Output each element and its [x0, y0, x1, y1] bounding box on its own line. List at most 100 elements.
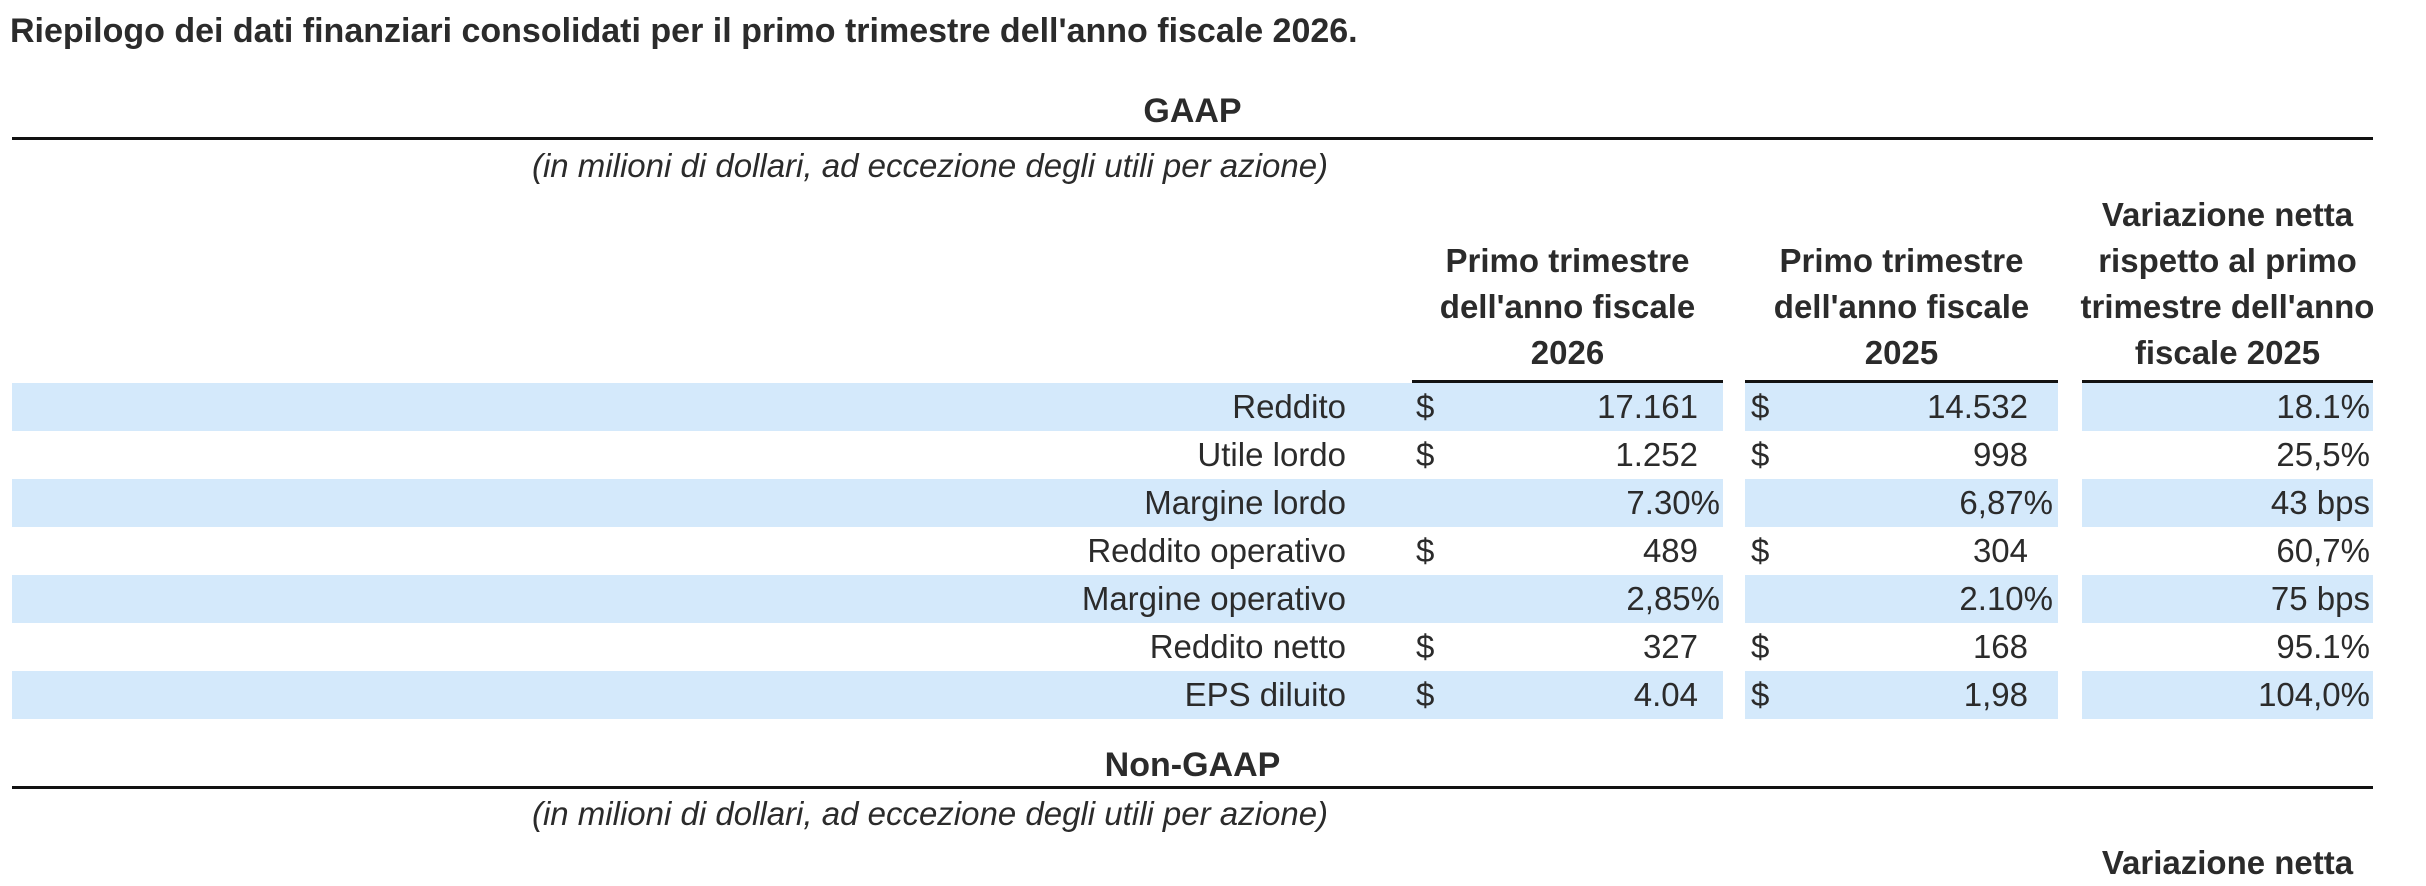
value: 1.252 — [1615, 436, 1698, 473]
row-label: Reddito — [12, 383, 1412, 431]
currency-symbol: $ — [1416, 532, 1435, 569]
row-label: Utile lordo — [1197, 436, 1346, 473]
gaap-units-caption: (in milioni di dollari, ad eccezione deg… — [531, 147, 1329, 184]
table-row-diluted-eps: EPS diluito $ 4.04 $ 1,98 104,0% — [12, 671, 2373, 719]
column-gutter — [2058, 479, 2082, 527]
net-change-cell: 25,5% — [2276, 436, 2370, 473]
col-header-line: 2025 — [1864, 334, 1939, 371]
column-gutter — [2058, 383, 2082, 431]
table-row-gross-profit: Utile lordo $ 1.252 $ 998 25,5% — [12, 431, 2373, 479]
table-row-operating-margin: Margine operativo 2,85% 2.10% 75 bps — [12, 575, 2373, 623]
value: 4.04 — [1633, 676, 1698, 713]
fy2025-value-cell: $ 14.532 — [1745, 383, 2058, 431]
currency-symbol: $ — [1416, 628, 1435, 665]
value: 1,98 — [1963, 676, 2028, 713]
row-label: Margine operativo — [12, 575, 1412, 623]
value: 2,85% — [1626, 580, 1720, 617]
col-header-line: dell'anno fiscale — [1773, 288, 2030, 325]
value: 489 — [1642, 532, 1698, 569]
table-row-revenue: Reddito $ 17.161 $ 14.532 18.1% — [12, 383, 2373, 431]
nongaap-units-caption: (in milioni di dollari, ad eccezione deg… — [531, 795, 1329, 832]
metric-column-header — [12, 190, 1412, 383]
column-gutter — [2058, 190, 2082, 383]
currency-symbol: $ — [1416, 436, 1435, 473]
fy2026-value-cell: $ 489 — [1412, 527, 1723, 575]
fy2025-value-cell: 6,87% — [1745, 479, 2058, 527]
column-gutter — [2058, 575, 2082, 623]
table-row-net-income: Reddito netto $ 327 $ 168 95.1% — [12, 623, 2373, 671]
fy2026-value-cell: $ 4.04 — [1412, 671, 1723, 719]
table-row-gross-margin: Margine lordo 7.30% 6,87% 43 bps — [12, 479, 2373, 527]
fy2026-value-cell: 7.30% — [1412, 479, 1723, 527]
value: 14.532 — [1927, 388, 2028, 425]
gaap-heading-rule — [12, 137, 2373, 140]
col-header-line: Primo trimestre — [1445, 242, 1690, 279]
col-header-line: trimestre dell'anno — [2080, 288, 2375, 325]
gaap-table: Primo trimestre dell'anno fiscale 2026 P… — [12, 190, 2375, 719]
net-change-cell: 60,7% — [2276, 532, 2370, 569]
net-change-cell: 75 bps — [2082, 575, 2373, 623]
column-gutter — [2058, 671, 2082, 719]
value: 7.30% — [1626, 484, 1720, 521]
row-label: Reddito netto — [1149, 628, 1346, 665]
gaap-header-row: Primo trimestre dell'anno fiscale 2026 P… — [12, 190, 2375, 383]
nongaap-section-heading: Non-GAAP — [1104, 746, 1281, 784]
row-label: Reddito operativo — [1087, 532, 1346, 569]
fy2025-value-cell: $ 1,98 — [1745, 671, 2058, 719]
fy2025-value-cell: 2.10% — [1745, 575, 2058, 623]
nongaap-heading-rule — [12, 786, 2373, 789]
row-label: EPS diluito — [12, 671, 1412, 719]
column-gutter — [1723, 527, 1745, 575]
column-gutter — [1723, 190, 1745, 383]
fy2025-value-cell: $ 168 — [1745, 623, 2058, 671]
value: 17.161 — [1597, 388, 1698, 425]
column-gutter — [1723, 623, 1745, 671]
col-header-fy2026: Primo trimestre dell'anno fiscale 2026 — [1412, 190, 1723, 383]
column-gutter — [1723, 383, 1745, 431]
net-change-cell: 18.1% — [2082, 383, 2373, 431]
nongaap-partial-col-header-net-change: Variazione netta — [2101, 844, 2354, 881]
value: 304 — [1972, 532, 2028, 569]
fy2026-value-cell: 2,85% — [1412, 575, 1723, 623]
fy2025-value-cell: $ 998 — [1745, 431, 2058, 479]
table-row-operating-income: Reddito operativo $ 489 $ 304 60,7% — [12, 527, 2373, 575]
currency-symbol: $ — [1751, 436, 1770, 473]
net-change-cell: 104,0% — [2082, 671, 2373, 719]
column-gutter — [2058, 527, 2082, 575]
column-gutter — [1723, 479, 1745, 527]
value: 998 — [1972, 436, 2028, 473]
net-change-cell: 95.1% — [2276, 628, 2370, 665]
col-header-line: Primo trimestre — [1779, 242, 2024, 279]
value: 6,87% — [1959, 484, 2053, 521]
fy2026-value-cell: $ 327 — [1412, 623, 1723, 671]
column-gutter — [1723, 671, 1745, 719]
value: 2.10% — [1959, 580, 2053, 617]
net-change-cell: 43 bps — [2082, 479, 2373, 527]
col-header-line: 2026 — [1530, 334, 1605, 371]
financial-summary-page: { "title": "Riepilogo dei dati finanziar… — [10, 12, 2375, 881]
value: 168 — [1972, 628, 2028, 665]
currency-symbol: $ — [1751, 628, 1770, 665]
gaap-section-heading: GAAP — [1143, 92, 1242, 130]
col-header-line: rispetto al primo — [2098, 242, 2357, 279]
currency-symbol: $ — [1416, 388, 1435, 425]
col-header-line: Variazione netta — [2101, 196, 2354, 233]
currency-symbol: $ — [1751, 388, 1770, 425]
column-gutter — [1723, 575, 1745, 623]
fy2025-value-cell: $ 304 — [1745, 527, 2058, 575]
column-gutter — [2058, 431, 2082, 479]
currency-symbol: $ — [1751, 676, 1770, 713]
col-header-fy2025: Primo trimestre dell'anno fiscale 2025 — [1745, 190, 2058, 383]
col-header-net-change: Variazione netta rispetto al primo trime… — [2080, 190, 2375, 383]
currency-symbol: $ — [1751, 532, 1770, 569]
column-gutter — [1723, 431, 1745, 479]
fy2026-value-cell: $ 1.252 — [1412, 431, 1723, 479]
value: 327 — [1642, 628, 1698, 665]
column-gutter — [2058, 623, 2082, 671]
row-label: Margine lordo — [12, 479, 1412, 527]
page-title: Riepilogo dei dati finanziari consolidat… — [10, 12, 1358, 50]
col-header-line: dell'anno fiscale — [1439, 288, 1696, 325]
fy2026-value-cell: $ 17.161 — [1412, 383, 1723, 431]
col-header-line: fiscale 2025 — [2134, 334, 2321, 371]
currency-symbol: $ — [1416, 676, 1435, 713]
